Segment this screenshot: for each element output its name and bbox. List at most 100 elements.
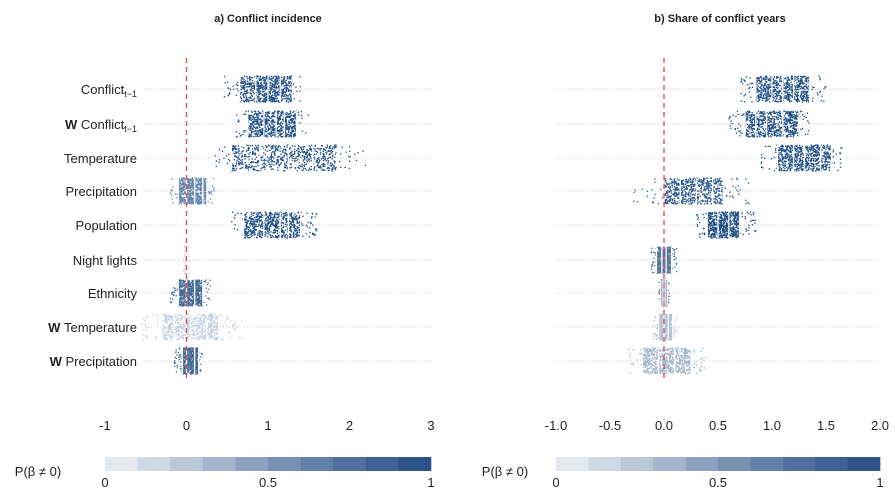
draw-point [290, 128, 293, 130]
draw-point [207, 200, 210, 203]
draw-point [327, 163, 329, 165]
draw-point [300, 114, 303, 117]
draw-point [288, 113, 291, 115]
draw-point [293, 127, 295, 129]
draw-point [270, 78, 272, 81]
draw-point [281, 156, 284, 159]
draw-point [281, 126, 284, 129]
draw-point [254, 161, 257, 164]
draw-point [247, 228, 250, 231]
draw-point [247, 169, 250, 171]
draw-point [296, 231, 298, 234]
draw-point [285, 93, 287, 95]
draw-point [270, 231, 272, 233]
draw-point [180, 183, 182, 185]
draw-point [263, 78, 265, 81]
draw-point [196, 190, 198, 192]
draw-point [255, 225, 258, 228]
draw-point [183, 299, 185, 302]
draw-point [182, 297, 184, 300]
draw-point [280, 121, 282, 123]
draw-point [196, 297, 199, 300]
draw-point [197, 304, 200, 306]
draw-point [259, 126, 261, 128]
draw-point [274, 81, 277, 83]
draw-point [182, 304, 184, 307]
draw-point [290, 122, 292, 124]
draw-point [271, 222, 274, 224]
draw-point [255, 216, 258, 219]
draw-point [178, 185, 181, 188]
draw-point [290, 214, 292, 217]
draw-point [252, 89, 254, 92]
draw-point [209, 279, 211, 281]
draw-point [262, 86, 264, 89]
draw-point [255, 229, 257, 232]
draw-point [180, 187, 182, 190]
draw-point [294, 122, 296, 124]
draw-point [256, 130, 258, 132]
draw-point [294, 145, 296, 148]
draw-point [195, 180, 198, 183]
draw-point [184, 199, 186, 201]
draw-point [235, 94, 238, 96]
draw-point [281, 236, 283, 239]
draw-point [268, 157, 270, 160]
draw-point [298, 216, 300, 218]
draw-point [299, 151, 302, 154]
draw-point [253, 87, 255, 90]
draw-point [293, 110, 295, 112]
draw-point [197, 181, 199, 184]
draw-point [318, 156, 320, 159]
draw-point [257, 164, 259, 167]
draw-point [265, 81, 267, 84]
draw-point [208, 193, 211, 195]
draw-point [251, 85, 254, 87]
draw-point [186, 189, 189, 191]
draw-point [344, 166, 346, 169]
draw-point [269, 212, 272, 215]
draw-point [324, 149, 327, 151]
draw-point [196, 299, 199, 302]
draw-point [274, 75, 276, 77]
draw-point [247, 156, 249, 158]
draw-point [191, 295, 193, 298]
draw-point [191, 284, 194, 287]
draw-point [322, 159, 325, 162]
draw-point [290, 114, 293, 116]
draw-point [276, 216, 278, 219]
draw-point [206, 283, 209, 286]
draw-point [274, 127, 276, 130]
draw-point [315, 153, 318, 155]
draw-point [218, 148, 221, 151]
draw-point [301, 155, 304, 157]
draw-point [248, 159, 250, 161]
draw-point [208, 298, 211, 301]
draw-point [285, 97, 287, 100]
draw-point [291, 119, 293, 122]
draw-point [205, 295, 207, 297]
draw-point [200, 299, 203, 302]
draw-point [171, 190, 173, 192]
draw-point [271, 224, 274, 226]
draw-point [273, 86, 276, 88]
draw-point [282, 217, 284, 220]
draw-point [258, 217, 261, 220]
draw-point [278, 234, 280, 236]
draw-point [274, 229, 277, 232]
draw-point [265, 82, 267, 85]
draw-point [215, 165, 217, 167]
draw-point [262, 79, 265, 82]
draw-point [179, 298, 182, 300]
draw-point [266, 121, 268, 123]
draw-point [253, 216, 256, 219]
draw-point [266, 236, 269, 238]
draw-point [264, 233, 266, 236]
draw-point [259, 220, 261, 223]
draw-point [285, 211, 288, 214]
draw-point [247, 98, 249, 101]
draw-point [306, 154, 309, 157]
draw-point [197, 177, 200, 180]
draw-point [245, 230, 247, 232]
draw-point [242, 85, 245, 88]
